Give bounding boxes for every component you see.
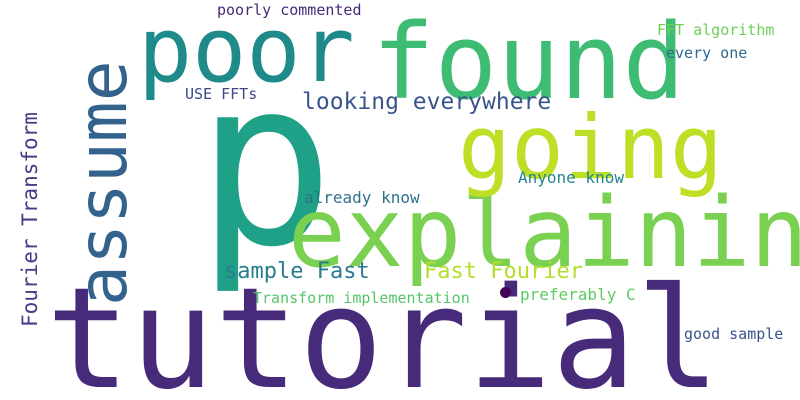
word-looking-everywhere: looking everywhere bbox=[302, 89, 552, 115]
word-fast-fourier: Fast Fourier bbox=[424, 259, 583, 284]
word-going: going bbox=[458, 96, 723, 199]
word-assume: assume bbox=[64, 60, 143, 306]
word-fft-algorithm: FFT algorithm bbox=[657, 21, 775, 39]
word-found: found bbox=[372, 1, 686, 123]
word-p: p bbox=[196, 31, 335, 298]
word-anyone-know: Anyone know bbox=[518, 168, 624, 187]
word-sample-fast: sample Fast bbox=[224, 259, 370, 284]
word-good-sample: good sample bbox=[684, 325, 784, 343]
word-tutorial: tutorial bbox=[46, 258, 721, 400]
word-transform-implementation: Transform implementation bbox=[253, 289, 470, 307]
word-every-one: every one bbox=[666, 44, 748, 62]
word-poor: poor bbox=[138, 0, 355, 103]
dot-mark bbox=[500, 287, 511, 298]
word-poorly-commented: poorly commented bbox=[217, 1, 362, 19]
word-use-ffts: USE FFTs bbox=[185, 85, 258, 103]
word-explaining: explaining bbox=[288, 177, 800, 289]
word-already-know: already know bbox=[304, 188, 420, 207]
word-fourier-transform: Fourier Transform bbox=[18, 112, 42, 327]
word-preferably-c: preferably C bbox=[520, 285, 636, 304]
